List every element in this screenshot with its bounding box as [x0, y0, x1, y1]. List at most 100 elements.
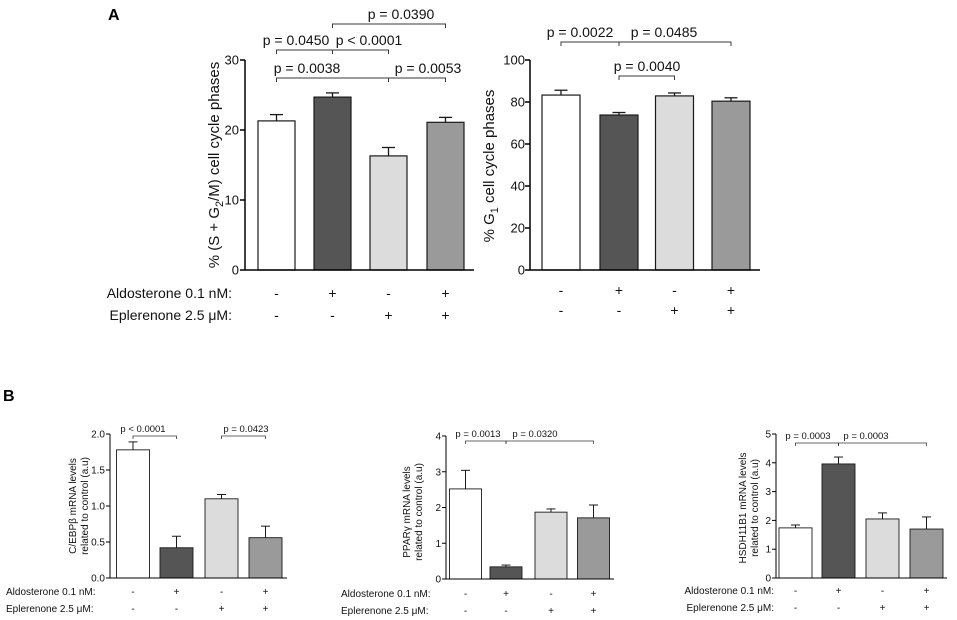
minus-sign: - [672, 282, 677, 298]
bracket-line [132, 435, 177, 439]
plus-sign: + [441, 307, 449, 323]
p-value-label: p = 0.0003 [785, 431, 830, 442]
y-tick-label: 60 [511, 137, 525, 152]
error-bar [589, 504, 598, 518]
bracket-line [838, 442, 927, 446]
bar [489, 566, 523, 580]
plus-sign: + [174, 587, 180, 598]
bracket-line [505, 440, 594, 444]
error-bar [554, 89, 568, 96]
p-value-label: p = 0.0022 [547, 24, 614, 40]
error-bar [172, 535, 181, 548]
y-axis-label: HSDH11B1 mRNA levels related to control (… [738, 453, 761, 564]
y-axis-label-text: related to control (a.u) [80, 457, 91, 555]
error-bar [546, 508, 556, 513]
plus-sign: + [727, 302, 735, 318]
y-axis-label-line: % (S + G2/M) cell cycle phases [206, 62, 226, 269]
y-axis-label-subscript: 1 [489, 207, 501, 213]
y-axis-label: % (S + G2/M) cell cycle phases [206, 62, 226, 269]
significance-bracket: p = 0.0022 [547, 24, 620, 46]
minus-sign: - [386, 285, 391, 301]
minus-sign: - [220, 587, 223, 598]
minus-sign: - [837, 603, 840, 614]
bracket-line [332, 23, 446, 28]
significance-bracket: p = 0.0320 [505, 429, 594, 444]
bracket-line [276, 77, 389, 82]
y-tick-label: 0 [232, 263, 239, 278]
panel-label-b: B [3, 388, 15, 405]
bar [159, 547, 194, 579]
y-tick-label: 10 [225, 193, 239, 208]
y-axis-label-text: cell cycle phases [481, 90, 498, 208]
significance-bracket: p < 0.0001 [120, 424, 177, 439]
treatment-row: Aldosterone 0.1 nM: - + - + [6, 587, 269, 598]
treatment-label: Eplerenone 2.5 μM: [110, 307, 232, 323]
minus-sign: - [881, 586, 884, 597]
y-axis-label-line: C/EBPβ mRNA levels [68, 458, 79, 554]
plus-sign: + [384, 307, 392, 323]
treatment-row: - + - + [559, 282, 735, 298]
minus-sign: - [559, 302, 564, 318]
error-bar [326, 92, 339, 98]
plus-sign: + [503, 589, 509, 600]
bar [116, 449, 150, 579]
y-axis-label-line: % G1 cell cycle phases [481, 90, 501, 243]
y-tick-label: 0 [518, 263, 525, 278]
bar [711, 100, 751, 271]
panel-label-a: A [108, 7, 120, 24]
y-axis-label-subscript: 2 [214, 201, 226, 207]
minus-sign: - [464, 606, 467, 617]
y-axis-label-line: related to control (a.u) [750, 459, 761, 557]
bar [248, 537, 283, 579]
p-value-label: p = 0.0450 [263, 32, 330, 48]
plus-sign: + [836, 586, 842, 597]
error-bar [382, 146, 395, 156]
plus-sign: + [441, 285, 449, 301]
treatment-row: Eplerenone 2.5 μM: - - + + [6, 604, 269, 615]
minus-sign: - [549, 589, 552, 600]
y-tick-label: 2 [435, 503, 441, 514]
bar [426, 121, 465, 271]
bracket-line [795, 442, 839, 446]
p-value-label: p = 0.0320 [512, 429, 557, 440]
bar [541, 94, 581, 271]
treatment-row: Eplerenone 2.5 μM: - - + + [110, 307, 450, 323]
bar [821, 463, 856, 579]
minus-sign: - [131, 587, 134, 598]
y-axis-label-text: C/EBPβ mRNA levels [68, 458, 79, 554]
plus-sign: + [328, 285, 336, 301]
error-bar [217, 493, 226, 499]
significance-bracket: p = 0.0450 [263, 32, 333, 54]
bars [541, 89, 751, 271]
plus-sign: + [591, 589, 597, 600]
minus-sign: - [617, 302, 622, 318]
significance-bracket: p = 0.0038 [274, 60, 389, 82]
y-tick-label: 1.0 [91, 502, 105, 513]
y-axis-label-line: related to control (a.u) [80, 457, 91, 555]
bar [369, 155, 408, 271]
p-value-label: p = 0.0003 [843, 431, 888, 442]
y-tick-label: 0.5 [91, 538, 105, 549]
significance-bracket: p = 0.0040 [614, 58, 680, 80]
error-bar [270, 113, 283, 121]
y-axis-label-text: /M) cell cycle phases [206, 62, 223, 201]
significance-bracket: p = 0.0390 [332, 6, 446, 28]
y-tick-label: 20 [225, 123, 239, 138]
significance-bracket: p < 0.0001 [332, 32, 402, 54]
y-tick-label: 80 [511, 95, 525, 110]
p-value-label: p = 0.0485 [631, 24, 698, 40]
y-tick-label: 0 [435, 575, 441, 586]
y-tick-label: 5 [765, 430, 771, 441]
minus-sign: - [175, 604, 178, 615]
error-bar [461, 469, 470, 489]
y-tick-label: 1 [765, 545, 771, 556]
error-bar [724, 97, 738, 102]
plus-sign: + [219, 604, 225, 615]
y-tick-label: 3 [435, 467, 441, 478]
y-axis-label-text: % (S + G [206, 207, 223, 268]
y-tick-label: 0 [765, 574, 771, 585]
treatment-label: Aldosterone 0.1 nM: [107, 285, 232, 301]
bracket-line [276, 49, 333, 54]
